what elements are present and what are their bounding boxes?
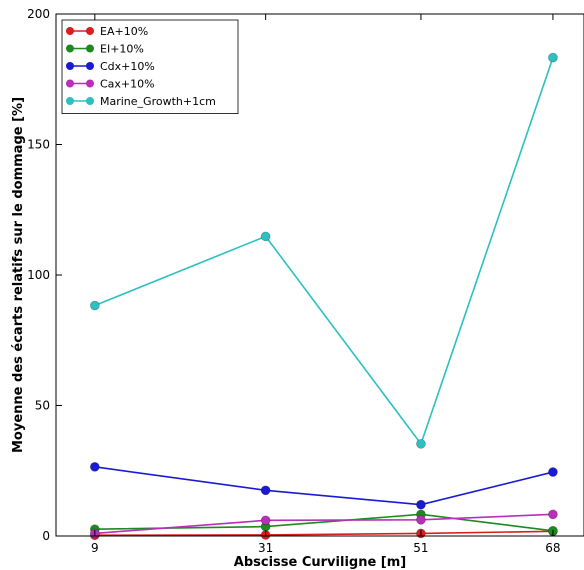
plot-content — [90, 52, 558, 541]
x-tick-label: 51 — [413, 541, 428, 555]
legend-marker — [66, 27, 74, 35]
y-tick-label: 150 — [27, 138, 50, 152]
legend-marker — [86, 44, 94, 53]
data-point — [90, 300, 100, 311]
x-axis-title: Abscisse Curviligne [m] — [234, 555, 406, 570]
x-tick-label: 31 — [258, 541, 273, 555]
data-point — [548, 52, 558, 63]
legend-item: Cax+10% — [66, 78, 155, 91]
legend-label: EI+10% — [100, 43, 144, 56]
legend-marker — [66, 79, 74, 88]
legend-item: EI+10% — [66, 43, 144, 56]
legend-label: Cdx+10% — [100, 60, 155, 73]
data-point — [548, 509, 558, 520]
data-point — [548, 467, 558, 477]
data-point — [416, 515, 426, 525]
y-tick-label: 200 — [27, 7, 50, 21]
legend-marker — [66, 44, 74, 53]
series-line — [94, 513, 553, 535]
data-point — [260, 231, 271, 242]
legend-label: Marine_Growth+1cm — [100, 95, 216, 108]
data-point — [90, 462, 100, 472]
series-line — [94, 57, 554, 446]
legend-marker — [86, 62, 94, 70]
data-point — [260, 485, 271, 496]
y-tick-label: 0 — [42, 529, 50, 543]
legend-marker — [86, 79, 94, 88]
legend-marker — [66, 97, 74, 105]
legend-label: Cax+10% — [100, 78, 155, 91]
x-tick-label: 68 — [545, 541, 560, 555]
data-point — [260, 515, 271, 526]
legend-label: EA+10% — [100, 25, 148, 38]
legend-marker — [86, 97, 94, 105]
legend-item: Marine_Growth+1cm — [66, 95, 216, 108]
legend-item: EA+10% — [66, 25, 148, 38]
series-1 — [90, 509, 558, 536]
legend-item: Cdx+10% — [66, 60, 155, 73]
y-tick-label: 100 — [27, 268, 50, 282]
legend-marker — [86, 27, 94, 35]
legend-marker — [66, 62, 74, 70]
series-3 — [90, 509, 558, 539]
axes: 0 50 100 150 200 9 31 51 68 — [27, 7, 560, 555]
y-axis-title: Moyenne des écarts relatifs sur le domma… — [11, 97, 26, 453]
data-point — [416, 499, 426, 510]
series-2 — [90, 462, 558, 510]
legend: EA+10% EI+10% Cdx+10% Cax+10% Marine_Growth+… — [61, 19, 239, 114]
series-line — [94, 530, 553, 537]
data-point — [416, 439, 426, 449]
series-line — [94, 466, 554, 506]
x-tick-label: 9 — [91, 541, 99, 555]
series-4 — [90, 52, 558, 449]
y-tick-label: 50 — [35, 399, 50, 413]
